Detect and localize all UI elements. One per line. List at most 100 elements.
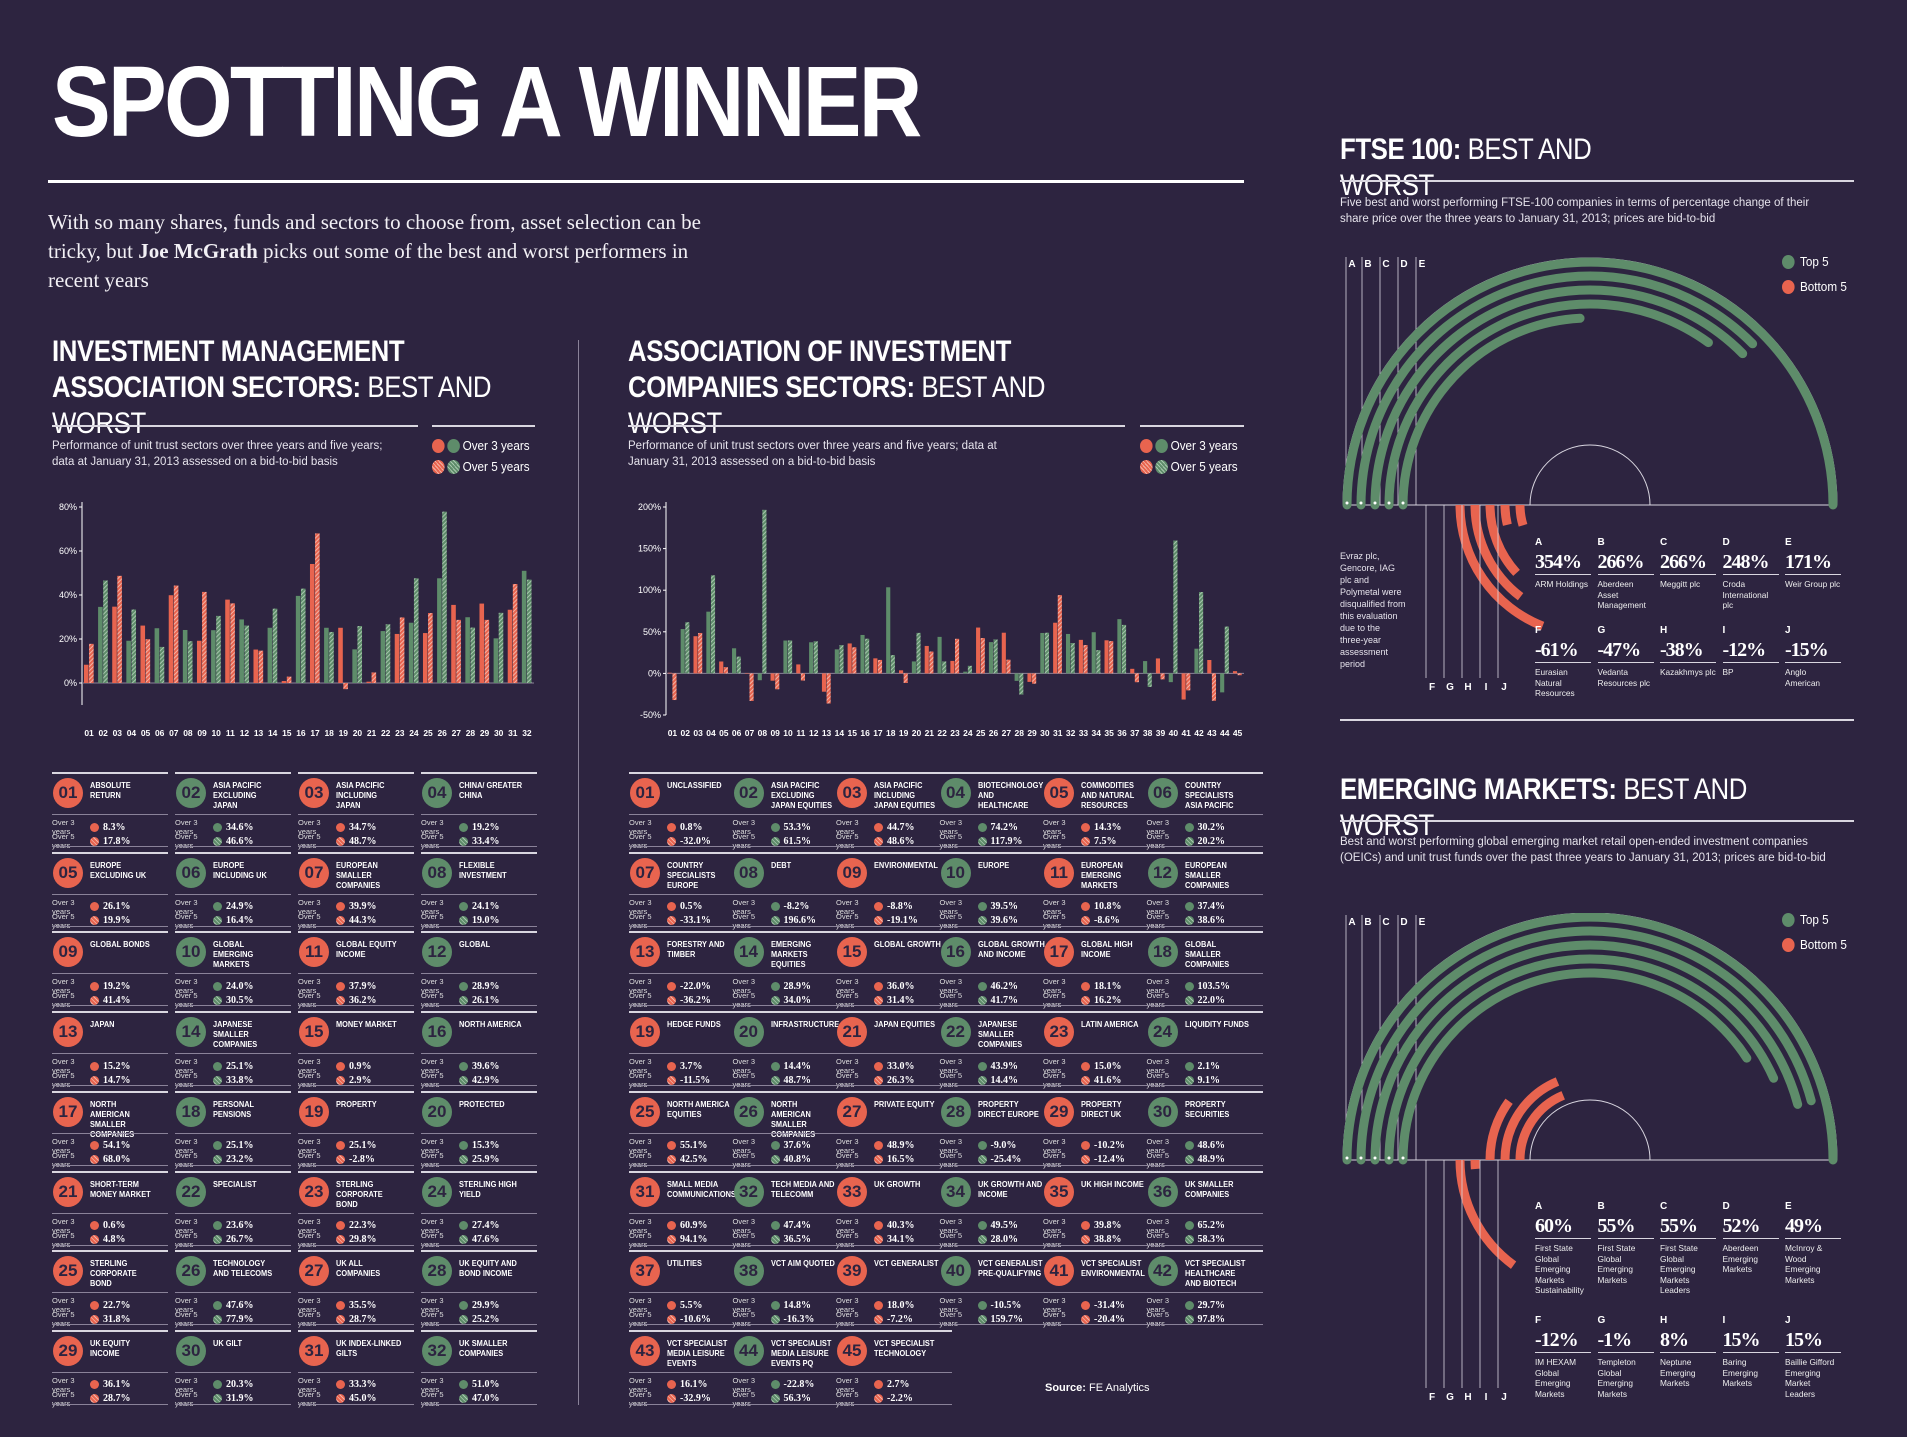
over5-row: Over 5 years 31.9% [175,1390,254,1408]
card-divider [939,1164,1056,1166]
sector-name: Property Direct UK [1081,1098,1122,1119]
bar [1194,648,1199,674]
over3-value: 33.0% [887,1060,915,1072]
arc-dot [1387,501,1391,505]
sector-card: 07 European Smaller Companies Over 3 yea… [298,851,414,930]
card-divider [298,1164,414,1166]
over5-value: 28.7% [349,1313,377,1325]
arc-letter-label: E [1419,259,1426,270]
sector-name: Latin America [1081,1019,1139,1030]
bar [1130,668,1135,674]
card-divider [629,1212,745,1214]
sector-card: 31 Small Media Communications Over 3 yea… [629,1170,745,1249]
over3-label: Over 3 years [52,977,75,996]
over5-label: Over 5 years [939,1071,963,1089]
over3-row: Over 3 years -10.5% [940,1296,1022,1314]
over5-value: -2.8% [349,1154,375,1166]
bar [281,681,287,683]
card-rule [732,1011,849,1014]
bar [800,673,805,681]
bar [89,643,94,683]
value-letter: G [1597,1315,1606,1326]
over5-label: Over 5 years [836,1230,859,1249]
bar [950,660,955,674]
over3-label: Over 3 years [175,1296,198,1315]
over5-row: Over 5 years 14.4% [940,1071,1019,1089]
card-divider [629,973,745,975]
card-divider [52,1292,168,1294]
value-letter: B [1597,1201,1605,1212]
over3-row: Over 3 years 28.9% [733,977,812,995]
title-rule [48,180,1244,183]
bar [736,656,741,674]
over5-value: 14.7% [103,1074,131,1086]
over5-label: Over 5 years [629,1071,652,1089]
card-divider [421,846,537,847]
card-rule [732,1170,849,1173]
over5-dot [213,1155,222,1165]
over5-label: Over 5 years [421,1230,444,1249]
over5-value: 29.8% [349,1234,377,1245]
card-rule [175,931,291,934]
sector-number: 43 [630,1335,660,1366]
sector-name: Global Bonds [90,939,150,950]
card-divider [52,1244,168,1246]
card-divider [421,893,537,895]
card-divider [836,1324,952,1326]
company-value: F -12% IM HEXAM Global Emerging Markets [1535,1315,1591,1399]
legend-green-hatch-dot [1155,459,1168,474]
over5-value: 22.0% [1197,994,1226,1006]
card-divider [1043,1324,1159,1326]
card-divider [629,1164,745,1166]
card-divider [1146,1324,1263,1326]
card-rule [1146,1170,1263,1173]
sector-card: 17 North American Smaller Companies Over… [52,1090,168,1169]
sector-name: Global Emerging Markets [213,939,254,970]
over3-value: 15.2% [103,1060,131,1072]
x-tick-label: 23 [950,728,960,738]
over3-label: Over 3 years [175,1375,198,1394]
x-tick-label: 09 [770,728,780,738]
x-tick-label: 30 [1040,728,1050,738]
over5-value: 4.8% [103,1234,126,1245]
over3-value: 46.2% [990,980,1019,992]
sector-name: Asia Pacific Including Japan Equities [874,780,936,810]
bar [680,629,685,674]
over3-row: Over 3 years -9.0% [940,1137,1017,1155]
over5-value: -25.4% [990,1154,1022,1166]
card-divider [298,1292,414,1294]
over5-row: Over 5 years 28.0% [940,1231,1019,1249]
over3-dot [336,1061,345,1071]
over3-label: Over 3 years [421,1057,444,1076]
over5-label: Over 5 years [629,832,652,850]
y-tick-label: 20% [59,634,77,644]
over3-dot [667,822,676,832]
sector-name: Global Smaller Companies [1184,939,1229,970]
top-arc [1370,940,1803,1165]
card-divider [629,1244,745,1246]
card-rule [836,1170,952,1173]
card-divider [732,973,849,975]
over5-dot [770,1235,780,1244]
over3-value: 0.5% [680,901,703,913]
card-divider [836,1005,952,1007]
card-divider [939,846,1056,847]
card-rule [52,1011,168,1014]
bar [732,648,737,674]
over5-value: 33.4% [472,835,500,847]
over3-label: Over 3 years [1146,1216,1170,1235]
sector-card: 26 Technology and Telecoms Over 3 years 4… [175,1250,291,1328]
card-divider [629,925,745,927]
over3-dot [770,822,780,832]
sector-name: UK Smaller Companies [459,1337,508,1358]
value-pct: -38% [1660,638,1716,663]
legend-red-hatch-dot [432,459,445,474]
over3-value: 16.1% [680,1379,708,1391]
bar [1109,641,1114,674]
sector-number: 10 [940,857,971,888]
bar [230,603,235,683]
over3-dot [459,902,468,912]
over5-label: Over 5 years [1146,1230,1170,1249]
over5-value: 16.4% [226,915,254,927]
arc-letter-label: J [1501,1392,1507,1403]
